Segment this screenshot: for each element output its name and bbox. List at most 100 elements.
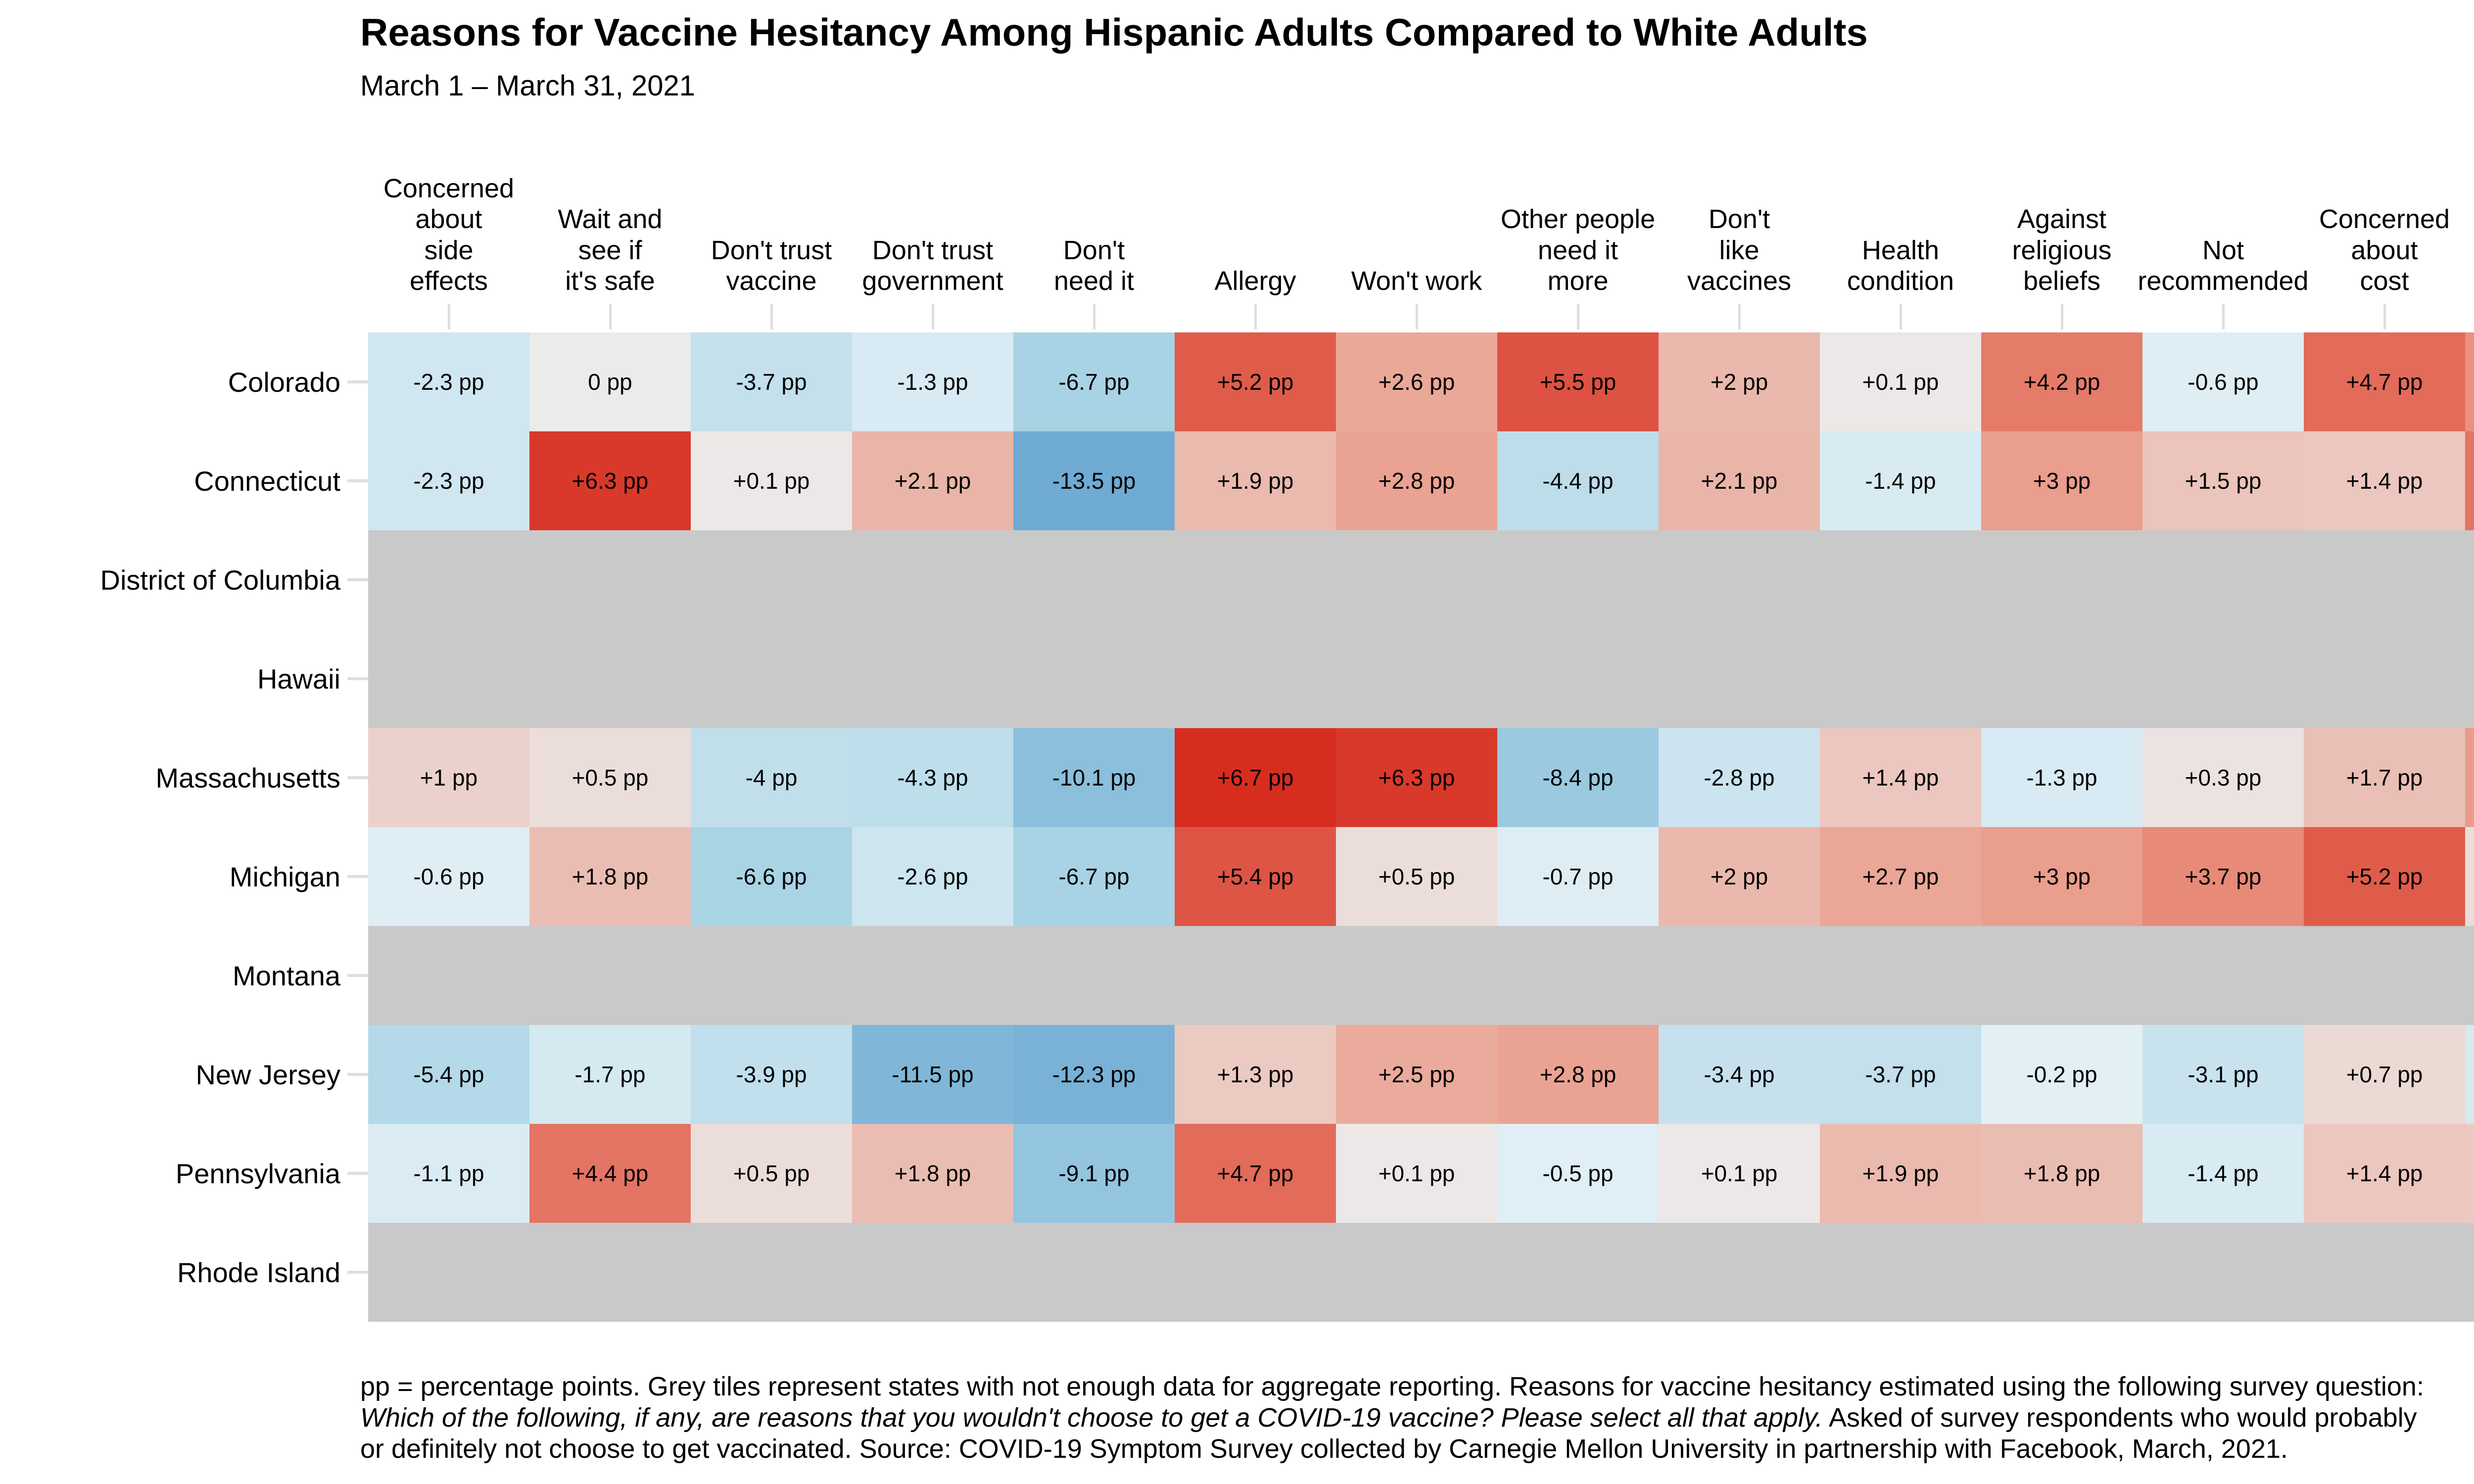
heatmap-cell: +1.8 pp xyxy=(852,1124,1013,1223)
heatmap-cell: -0.7 pp xyxy=(1497,827,1659,926)
column-header: Allergy xyxy=(1214,266,1296,296)
cell-value: 0 pp xyxy=(588,369,632,395)
cell-value: -2.6 pp xyxy=(897,864,968,889)
column-header: Don't trust vaccine xyxy=(711,235,832,296)
heatmap-cell: +2 pp xyxy=(1659,827,1820,926)
column-tick xyxy=(1093,304,1095,329)
cell-value: +6.7 pp xyxy=(1217,765,1294,790)
heatmap-cell: -12.3 pp xyxy=(1013,1025,1175,1124)
cell-value: -6.6 pp xyxy=(736,864,807,889)
heatmap-cell: -1.7 pp xyxy=(2465,1025,2474,1124)
cell-value: +5.2 pp xyxy=(2346,864,2423,889)
row-tick-left xyxy=(347,578,368,581)
row-label: Pennsylvania xyxy=(175,1158,340,1189)
column-header: Don't need it xyxy=(1053,235,1135,296)
cell-value: -0.6 pp xyxy=(2188,369,2259,395)
heatmap-cell: -6.6 pp xyxy=(691,827,852,926)
column-header: Pregnancy xyxy=(2435,148,2474,297)
heatmap-cell: -0.6 pp xyxy=(2142,332,2304,431)
heatmap-cell: 0 pp xyxy=(529,332,691,431)
cell-value: +1.5 pp xyxy=(2185,468,2262,494)
na-row xyxy=(368,926,2474,1025)
cell-value: -2.3 pp xyxy=(413,468,484,494)
heatmap-cell: -1.7 pp xyxy=(529,1025,691,1124)
heatmap-cell: +0.5 pp xyxy=(529,728,691,827)
column-header: Not recommended xyxy=(2138,235,2309,296)
cell-value: +2.1 pp xyxy=(1701,468,1778,494)
heatmap-cell: -1.3 pp xyxy=(852,332,1013,431)
cell-value: +0.7 pp xyxy=(2346,1062,2423,1087)
cell-value: -3.7 pp xyxy=(736,369,807,395)
cell-value: +3.7 pp xyxy=(2185,864,2262,889)
cell-value: +3 pp xyxy=(2033,468,2091,494)
row-tick-left xyxy=(347,479,368,482)
cell-value: +2.5 pp xyxy=(1378,1062,1455,1087)
cell-value: +0.1 pp xyxy=(1378,1160,1455,1186)
heatmap-cell: -0.6 pp xyxy=(368,827,529,926)
cell-value: -4.4 pp xyxy=(1542,468,1614,494)
cell-value: -8.4 pp xyxy=(1542,765,1614,790)
cell-value: -4 pp xyxy=(745,765,798,790)
row-label: Hawaii xyxy=(257,663,340,695)
column-tick xyxy=(2061,304,2063,329)
heatmap-cell: +1.4 pp xyxy=(2304,431,2465,530)
heatmap-cell: -9.1 pp xyxy=(1013,1124,1175,1223)
row-tick-left xyxy=(347,677,368,680)
cell-value: +0.1 pp xyxy=(733,468,810,494)
heatmap-cell: -8.4 pp xyxy=(1497,728,1659,827)
footnote-line: pp = percentage points. Grey tiles repre… xyxy=(360,1371,2424,1402)
column-tick xyxy=(2383,304,2386,329)
cell-value: +4.4 pp xyxy=(571,1160,649,1186)
na-row xyxy=(368,530,2474,629)
heatmap-cell: -5.4 pp xyxy=(368,1025,529,1124)
column-tick xyxy=(1900,304,1902,329)
column-header: Concerned about side effects xyxy=(383,173,515,296)
cell-value: -1.7 pp xyxy=(574,1062,646,1087)
heatmap-cell: +1.4 pp xyxy=(1820,728,1981,827)
cell-value: +4.7 pp xyxy=(2346,369,2423,395)
row-tick-left xyxy=(347,1073,368,1076)
heatmap-cell: -6.7 pp xyxy=(1013,332,1175,431)
row-label: Colorado xyxy=(228,366,340,398)
cell-value: +1.7 pp xyxy=(2346,765,2423,790)
cell-value: -13.5 pp xyxy=(1052,468,1136,494)
heatmap-cell: +0.1 pp xyxy=(1659,1124,1820,1223)
cell-value: -10.1 pp xyxy=(1052,765,1136,790)
heatmap-cell: -11.5 pp xyxy=(852,1025,1013,1124)
cell-value: -1.3 pp xyxy=(897,369,968,395)
heatmap-cell: +3.1 pp xyxy=(2465,728,2474,827)
row-tick-left xyxy=(347,380,368,383)
footnote-line: Which of the following, if any, are reas… xyxy=(360,1402,2424,1434)
cell-value: +5.5 pp xyxy=(1539,369,1617,395)
heatmap-cell: +1.4 pp xyxy=(2304,1124,2465,1223)
cell-value: +5.4 pp xyxy=(1217,864,1294,889)
row-tick-left xyxy=(347,776,368,779)
column-tick xyxy=(1254,304,1257,329)
footnote-segment: pp = percentage points. Grey tiles repre… xyxy=(360,1372,2424,1401)
cell-value: -9.1 pp xyxy=(1058,1160,1130,1186)
heatmap-cell: -4.3 pp xyxy=(852,728,1013,827)
row-label: New Jersey xyxy=(195,1059,340,1090)
column-tick xyxy=(2222,304,2225,329)
cell-value: -11.5 pp xyxy=(892,1062,974,1087)
cell-value: +1.8 pp xyxy=(571,864,649,889)
heatmap-cell: +0.1 pp xyxy=(1820,332,1981,431)
cell-value: -1.1 pp xyxy=(413,1160,484,1186)
row-label: Montana xyxy=(233,960,340,991)
heatmap-cell: -3.1 pp xyxy=(2142,1025,2304,1124)
heatmap-cell: -2.8 pp xyxy=(1659,728,1820,827)
column-header: Don't like vaccines xyxy=(1687,204,1792,296)
cell-value: +3 pp xyxy=(2033,864,2091,889)
cell-value: +0.1 pp xyxy=(1862,369,1939,395)
cell-value: +1.4 pp xyxy=(2346,1160,2423,1186)
row-tick-left xyxy=(347,1271,368,1274)
cell-value: -3.4 pp xyxy=(1704,1062,1775,1087)
heatmap-cell: -4 pp xyxy=(691,728,852,827)
cell-value: -0.7 pp xyxy=(1542,864,1614,889)
cell-value: -4.3 pp xyxy=(897,765,968,790)
cell-value: +6.3 pp xyxy=(1378,765,1455,790)
column-header: Don't trust government xyxy=(862,235,1003,296)
heatmap-cell: -13.5 pp xyxy=(1013,431,1175,530)
cell-value: +4.7 pp xyxy=(1217,1160,1294,1186)
heatmap-cell: +0.5 pp xyxy=(691,1124,852,1223)
